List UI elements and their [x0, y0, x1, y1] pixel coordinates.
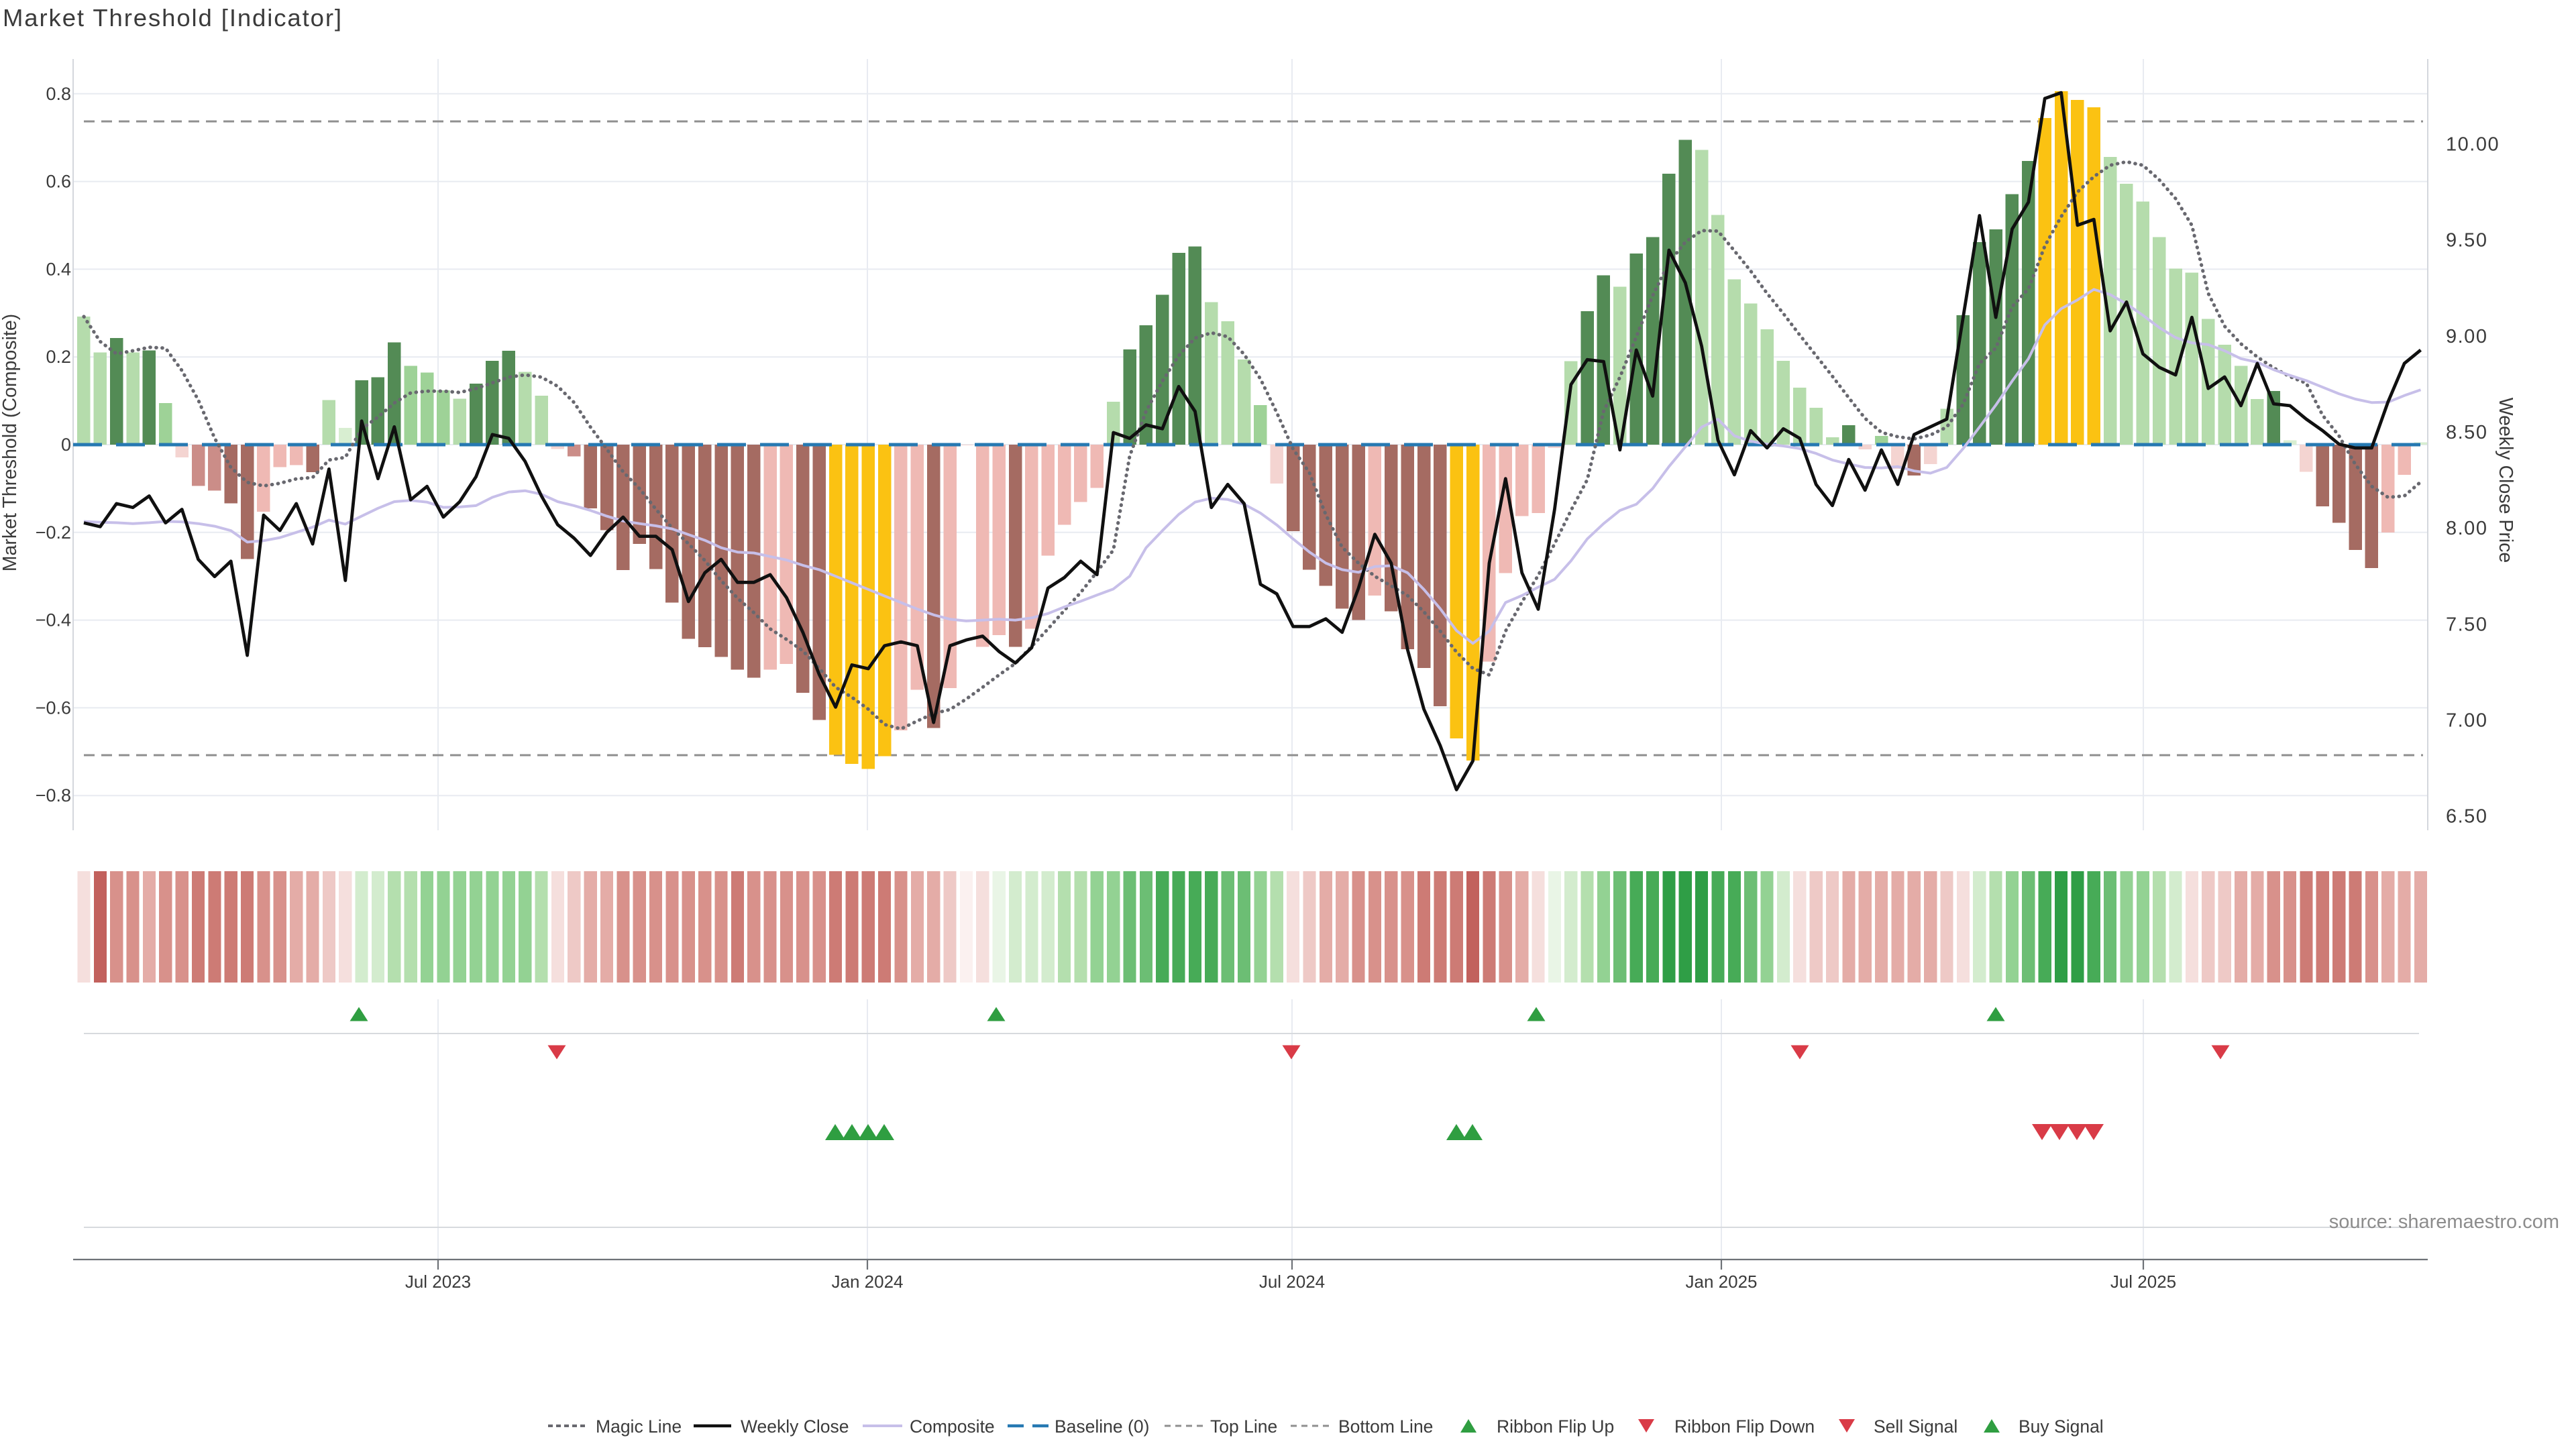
svg-text:Jan 2025: Jan 2025 [1686, 1272, 1758, 1292]
svg-text:0.8: 0.8 [46, 84, 71, 104]
svg-text:Market Threshold [Indicator]: Market Threshold [Indicator] [3, 4, 343, 32]
svg-text:Jul 2025: Jul 2025 [2110, 1272, 2176, 1292]
svg-text:Jul 2023: Jul 2023 [405, 1272, 471, 1292]
svg-text:Top Line: Top Line [1210, 1416, 1277, 1437]
svg-text:Jan 2024: Jan 2024 [832, 1272, 904, 1292]
svg-text:Sell Signal: Sell Signal [1874, 1416, 1957, 1437]
svg-text:Bottom Line: Bottom Line [1338, 1416, 1433, 1437]
svg-text:0.6: 0.6 [46, 172, 71, 192]
svg-text:7.50: 7.50 [2446, 614, 2487, 635]
svg-text:8.00: 8.00 [2446, 518, 2487, 539]
svg-text:9.50: 9.50 [2446, 230, 2487, 252]
svg-text:7.00: 7.00 [2446, 710, 2487, 732]
svg-text:0.2: 0.2 [46, 347, 71, 367]
svg-text:−0.2: −0.2 [36, 522, 71, 543]
svg-text:Ribbon Flip Up: Ribbon Flip Up [1497, 1416, 1614, 1437]
svg-text:Ribbon Flip Down: Ribbon Flip Down [1674, 1416, 1815, 1437]
svg-text:Composite: Composite [910, 1416, 995, 1437]
svg-text:9.00: 9.00 [2446, 326, 2487, 347]
svg-text:Weekly Close: Weekly Close [741, 1416, 849, 1437]
svg-text:0: 0 [61, 435, 71, 455]
svg-text:8.50: 8.50 [2446, 422, 2487, 443]
svg-text:10.00: 10.00 [2446, 134, 2500, 156]
svg-text:source: sharemaestro.com: source: sharemaestro.com [2329, 1211, 2559, 1233]
svg-text:Buy Signal: Buy Signal [2019, 1416, 2104, 1437]
svg-text:−0.6: −0.6 [36, 697, 71, 718]
svg-text:Weekly Close Price: Weekly Close Price [2495, 398, 2516, 563]
svg-text:Market Threshold (Composite): Market Threshold (Composite) [0, 314, 21, 571]
svg-text:Baseline (0): Baseline (0) [1055, 1416, 1149, 1437]
svg-text:Jul 2024: Jul 2024 [1259, 1272, 1325, 1292]
svg-text:6.50: 6.50 [2446, 806, 2487, 828]
svg-text:0.4: 0.4 [46, 259, 71, 279]
svg-text:Magic Line: Magic Line [596, 1416, 682, 1437]
svg-text:−0.4: −0.4 [36, 610, 71, 630]
svg-text:−0.8: −0.8 [36, 785, 71, 805]
